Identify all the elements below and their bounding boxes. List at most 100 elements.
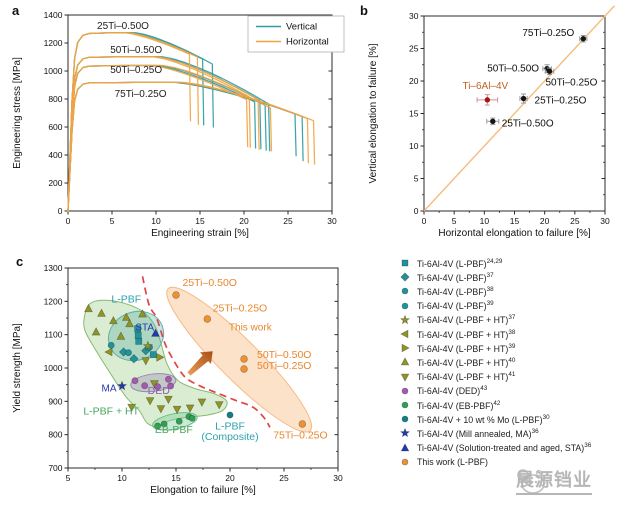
- circle-marker-icon: [401, 387, 409, 395]
- region-L-PBF + HT: [83, 299, 228, 428]
- legend-item: Ti-6Al-4V (L-PBF)24,29: [392, 256, 640, 270]
- data-point: [156, 405, 166, 414]
- circle-marker-icon: [401, 458, 409, 466]
- stress-strain-curve: [67, 56, 262, 212]
- legend-item: This work (L-PBF): [392, 455, 640, 469]
- legend-item-label: Ti-6Al-4V + 10 wt % Mo (L-PBF)30: [417, 413, 550, 425]
- legend-item: Ti-6Al-4V (L-PBF)38: [392, 284, 640, 298]
- legend-entry-label: Horizontal: [286, 37, 329, 48]
- data-point: [214, 401, 224, 410]
- legend-item: Ti-6Al-4V (EB-PBF)42: [392, 398, 640, 412]
- data-point: [127, 403, 137, 413]
- legend-item-label: Ti-6Al-4V (L-PBF)24,29: [417, 257, 503, 269]
- legend-marker: [401, 344, 410, 353]
- x-tick-label: 0: [422, 216, 427, 226]
- y-tick-label: 5: [414, 174, 419, 184]
- x-tick-label: 15: [171, 473, 181, 483]
- data-point: [129, 354, 139, 364]
- data-point: [107, 341, 115, 349]
- legend-item-label: Ti-6Al-4V (L-PBF + HT)41: [417, 371, 516, 383]
- data-point: [546, 68, 553, 74]
- legend-item-label: Ti-6Al-4V (L-PBF + HT)40: [417, 356, 516, 368]
- axes: 5 10 15 20 25 30 700 800 900 1000 1100 1200 1300: [44, 263, 343, 483]
- watermark-logo-icon: [517, 468, 545, 494]
- condition-label: 75Ti–0.25O: [115, 89, 167, 100]
- data-point: [185, 404, 195, 413]
- region-This work: [166, 286, 313, 433]
- condition-label: 50Ti–0.50O: [110, 45, 162, 56]
- square-marker-icon: [401, 259, 409, 267]
- panel-c-letter: c: [16, 254, 24, 269]
- legend-item-label: This work (L-PBF): [417, 456, 488, 467]
- legend-marker: [400, 329, 409, 339]
- legend-item-label: Ti-6Al-4V (L-PBF + HT)37: [417, 314, 516, 326]
- panel-a-letter: a: [12, 3, 20, 18]
- data-point: [520, 95, 527, 102]
- x-tick-label: 15: [510, 216, 520, 226]
- legend-item-label: Ti-6Al-4V (DED)43: [417, 385, 488, 397]
- data-point: [134, 325, 142, 333]
- legend-item-label: Ti-6Al-4V (Mill annealed, MA)36: [417, 427, 539, 439]
- legend-marker: [399, 427, 411, 438]
- data-point: [97, 308, 106, 317]
- y-tick-label: 20: [409, 76, 419, 86]
- stress-strain-curve: [67, 64, 249, 212]
- legend-marker: [401, 259, 409, 267]
- legend-item: Ti-6Al-4V (L-PBF + HT)39: [392, 341, 640, 355]
- annotation-label: STA: [135, 323, 154, 334]
- annotation-label: 75Ti–0.25O: [273, 430, 327, 442]
- legend-item: Ti-6Al-4V (L-PBF + HT)41: [392, 370, 640, 384]
- y-tick-label: 1000: [44, 66, 63, 76]
- identity-line: [423, 5, 616, 212]
- point-label: 25Ti–0.50O: [502, 118, 554, 129]
- data-point: [149, 351, 157, 359]
- y-axis-label: Engineering stress [MPa]: [12, 57, 23, 169]
- stress-strain-chart: 0 5 10 15 20 25 30 0 200 400 600 800 1000 1200 1400 Eng…: [12, 10, 345, 239]
- x-tick-label: 15: [195, 216, 205, 226]
- y-tick-label: 400: [48, 150, 62, 160]
- annotation-label: (Composite): [201, 431, 258, 443]
- stress-strain-curve: [67, 81, 310, 212]
- legend-item: Ti-6Al-4V (DED)43: [392, 384, 640, 398]
- data-point: [131, 377, 139, 385]
- data-point: [490, 118, 496, 125]
- diamond-marker-icon: [400, 272, 410, 282]
- data-point: [135, 337, 143, 345]
- x-tick-label: 30: [327, 216, 337, 226]
- legend-marker: [401, 401, 409, 409]
- data-point: [156, 353, 165, 362]
- data-point: [121, 312, 131, 321]
- y-tick-label: 0: [414, 206, 419, 216]
- x-tick-label: 10: [117, 473, 127, 483]
- point-label: 50Ti–0.25O: [545, 77, 597, 88]
- annotation-label: L-PBF + HT: [83, 406, 139, 418]
- y-axis-label: Vertical elongation to failure [%]: [368, 43, 379, 183]
- panel-b-letter: b: [360, 3, 368, 18]
- data-point: [154, 422, 162, 430]
- improvement-arrow-icon: [187, 351, 213, 376]
- data-point: [240, 355, 248, 363]
- strength-elongation-chart: 5 10 15 20 25 30 700 800 900 1000 1100 1200 1300 Elon…: [12, 263, 343, 496]
- watermark: 晨源铛业: [512, 466, 592, 495]
- legend-item: Ti-6Al-4V (L-PBF + HT)40: [392, 355, 640, 369]
- y-tick-label: 0: [58, 206, 63, 216]
- data-point: [188, 414, 196, 422]
- data-point: [116, 331, 126, 340]
- annotation-label: EB-PBF: [155, 424, 193, 436]
- circle-marker-icon: [401, 288, 409, 295]
- annotation-label: L-PBF: [215, 420, 245, 432]
- stress-strain-curve: [67, 56, 260, 212]
- condition-label: 25Ti–0.50O: [97, 21, 149, 32]
- stress-strain-curve: [67, 81, 316, 212]
- y-tick-label: 15: [409, 109, 419, 119]
- legend-item: Ti-6Al-4V (L-PBF)37: [392, 270, 640, 284]
- legend-item-label: Ti-6Al-4V (EB-PBF)42: [417, 399, 501, 411]
- legend-marker: [400, 442, 410, 451]
- legend-item-label: Ti-6Al-4V (L-PBF + HT)38: [417, 328, 516, 340]
- legend-marker: [401, 415, 409, 423]
- data-point: [197, 398, 207, 407]
- annotation-label: 50Ti–0.50O: [257, 349, 311, 361]
- axes: 0 5 10 15 20 25 30 0 200 400 600 800 1000 1200 1400: [44, 10, 337, 226]
- y-tick-label: 1000: [44, 363, 63, 373]
